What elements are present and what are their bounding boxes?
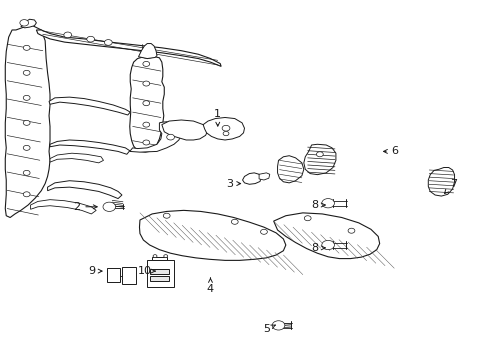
Text: 5: 5 [263, 324, 275, 334]
Circle shape [23, 95, 30, 100]
Circle shape [142, 101, 149, 106]
Polygon shape [49, 97, 130, 115]
Text: 2: 2 [73, 202, 97, 212]
Bar [150, 276, 168, 281]
Polygon shape [50, 140, 129, 154]
Bar [122, 267, 135, 284]
Polygon shape [5, 24, 50, 217]
Text: 8: 8 [311, 200, 325, 210]
Text: 3: 3 [226, 179, 240, 189]
Polygon shape [273, 213, 379, 258]
Polygon shape [36, 30, 221, 66]
Polygon shape [139, 210, 285, 260]
Circle shape [321, 199, 334, 208]
Circle shape [222, 125, 229, 131]
Text: 7: 7 [444, 179, 456, 193]
Polygon shape [242, 173, 261, 184]
Polygon shape [138, 44, 157, 59]
Circle shape [223, 131, 228, 136]
Circle shape [20, 19, 29, 26]
Polygon shape [259, 173, 269, 180]
Polygon shape [30, 200, 96, 214]
Circle shape [304, 216, 310, 221]
Circle shape [142, 140, 149, 145]
Circle shape [86, 36, 94, 42]
Polygon shape [50, 153, 103, 163]
Circle shape [142, 122, 149, 127]
Circle shape [64, 32, 71, 38]
Polygon shape [129, 122, 181, 152]
Text: 8: 8 [311, 243, 325, 253]
Polygon shape [129, 57, 164, 152]
Circle shape [272, 321, 285, 330]
Circle shape [142, 81, 149, 86]
Circle shape [316, 152, 323, 157]
Text: 6: 6 [383, 147, 398, 157]
Circle shape [23, 70, 30, 75]
Circle shape [103, 202, 116, 211]
Circle shape [260, 229, 267, 234]
Circle shape [23, 170, 30, 175]
Polygon shape [47, 181, 122, 199]
Circle shape [163, 255, 167, 257]
Circle shape [163, 213, 170, 218]
Polygon shape [21, 19, 36, 28]
Text: 10: 10 [138, 266, 155, 276]
Bar [147, 260, 174, 287]
Polygon shape [203, 117, 244, 140]
Polygon shape [277, 156, 303, 183]
Polygon shape [427, 167, 454, 196]
Circle shape [166, 134, 174, 140]
Polygon shape [162, 120, 207, 140]
Bar [150, 269, 168, 274]
Circle shape [347, 228, 354, 233]
Circle shape [104, 40, 112, 45]
Circle shape [142, 62, 149, 66]
Circle shape [231, 219, 238, 224]
Circle shape [23, 145, 30, 150]
Text: 4: 4 [206, 278, 214, 294]
Circle shape [153, 255, 157, 257]
Bar [152, 257, 166, 260]
Text: 9: 9 [88, 266, 102, 276]
Circle shape [23, 120, 30, 125]
Circle shape [23, 45, 30, 50]
Circle shape [23, 192, 30, 197]
Circle shape [321, 240, 334, 249]
Bar [107, 268, 120, 282]
Text: 1: 1 [214, 109, 221, 126]
Polygon shape [303, 144, 335, 175]
